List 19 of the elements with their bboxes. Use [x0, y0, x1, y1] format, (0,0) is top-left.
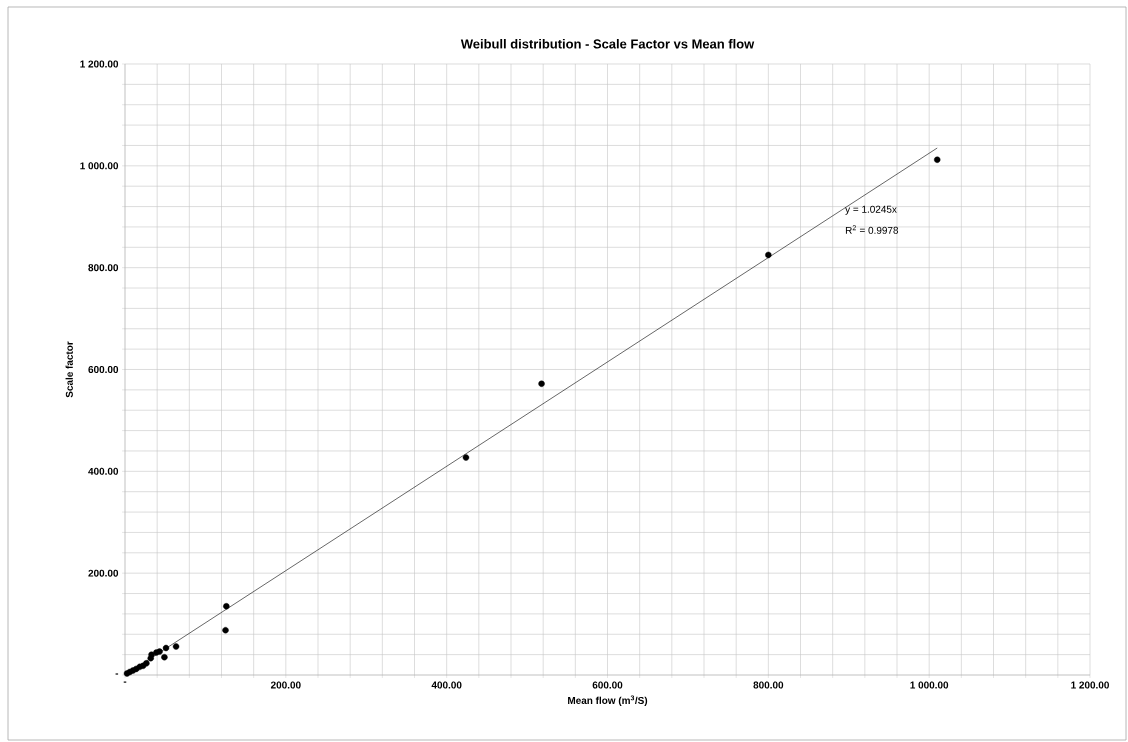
x-tick-label: 800.00 [753, 681, 784, 689]
x-tick-label: 400.00 [431, 681, 462, 689]
y-tick-label: 1 000.00 [80, 162, 119, 170]
y-axis-title: Scale factor [65, 341, 73, 398]
x-tick-label: 600.00 [592, 681, 623, 689]
y-tick-label: 800.00 [88, 264, 119, 272]
chart-title: Weibull distribution - Scale Factor vs Mean flow [460, 39, 755, 49]
y-tick-label: 600.00 [88, 365, 119, 374]
y-tick-label: 400.00 [88, 467, 119, 475]
annotation: y = 1.0245x [845, 205, 897, 215]
x-tick-label: - [123, 681, 127, 683]
annotation: R$^{2}$ = 0.9978 [845, 225, 899, 234]
y-tick-label: 200.00 [88, 569, 119, 577]
x-tick-label: 1 200.00 [1071, 681, 1109, 689]
y-tick-label: 1 200.00 [80, 60, 119, 68]
x-tick-label: 200.00 [270, 681, 301, 689]
y-tick-label: - [115, 673, 119, 675]
x-axis-title: Mean flow (m$^{3}$/S) [568, 695, 648, 706]
x-tick-label: 1 000.00 [910, 681, 949, 689]
